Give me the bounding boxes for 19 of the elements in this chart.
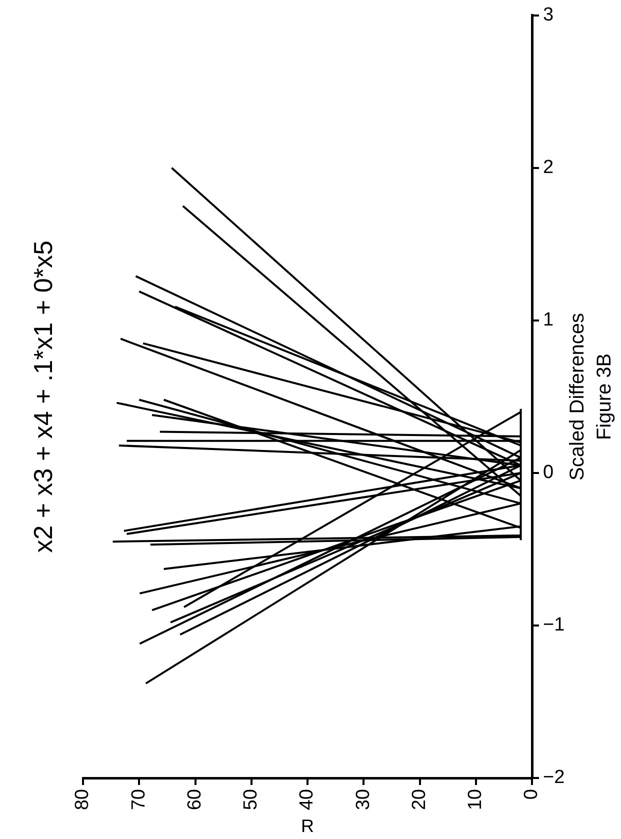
y-tick-label: 2 [543, 157, 554, 178]
x-tick-label: 0 [521, 789, 542, 800]
x-tick-label: 20 [408, 789, 430, 810]
x-axis-title: R [301, 816, 314, 836]
caption: Figure 3B [594, 353, 616, 440]
x-tick-label: 60 [184, 789, 206, 810]
x-tick-label: 40 [296, 789, 318, 810]
y-axis-title: Scaled Differences [566, 312, 589, 480]
y-tick-label: 0 [543, 462, 554, 484]
text: x2 + x3 + x4 + .1*x1 + 0*x5 [28, 240, 58, 553]
x-tick-label: 30 [352, 789, 374, 810]
y-tick-label: −2 [543, 767, 565, 788]
x-tick-label: 80 [72, 789, 94, 810]
y-tick-label: 3 [543, 4, 554, 26]
x-tick-label: 50 [240, 789, 262, 810]
x-tick-label: 10 [465, 789, 486, 810]
y-tick-label: −1 [543, 614, 565, 636]
x-tick-label: 70 [128, 789, 150, 810]
y-tick-label: 1 [543, 310, 554, 331]
